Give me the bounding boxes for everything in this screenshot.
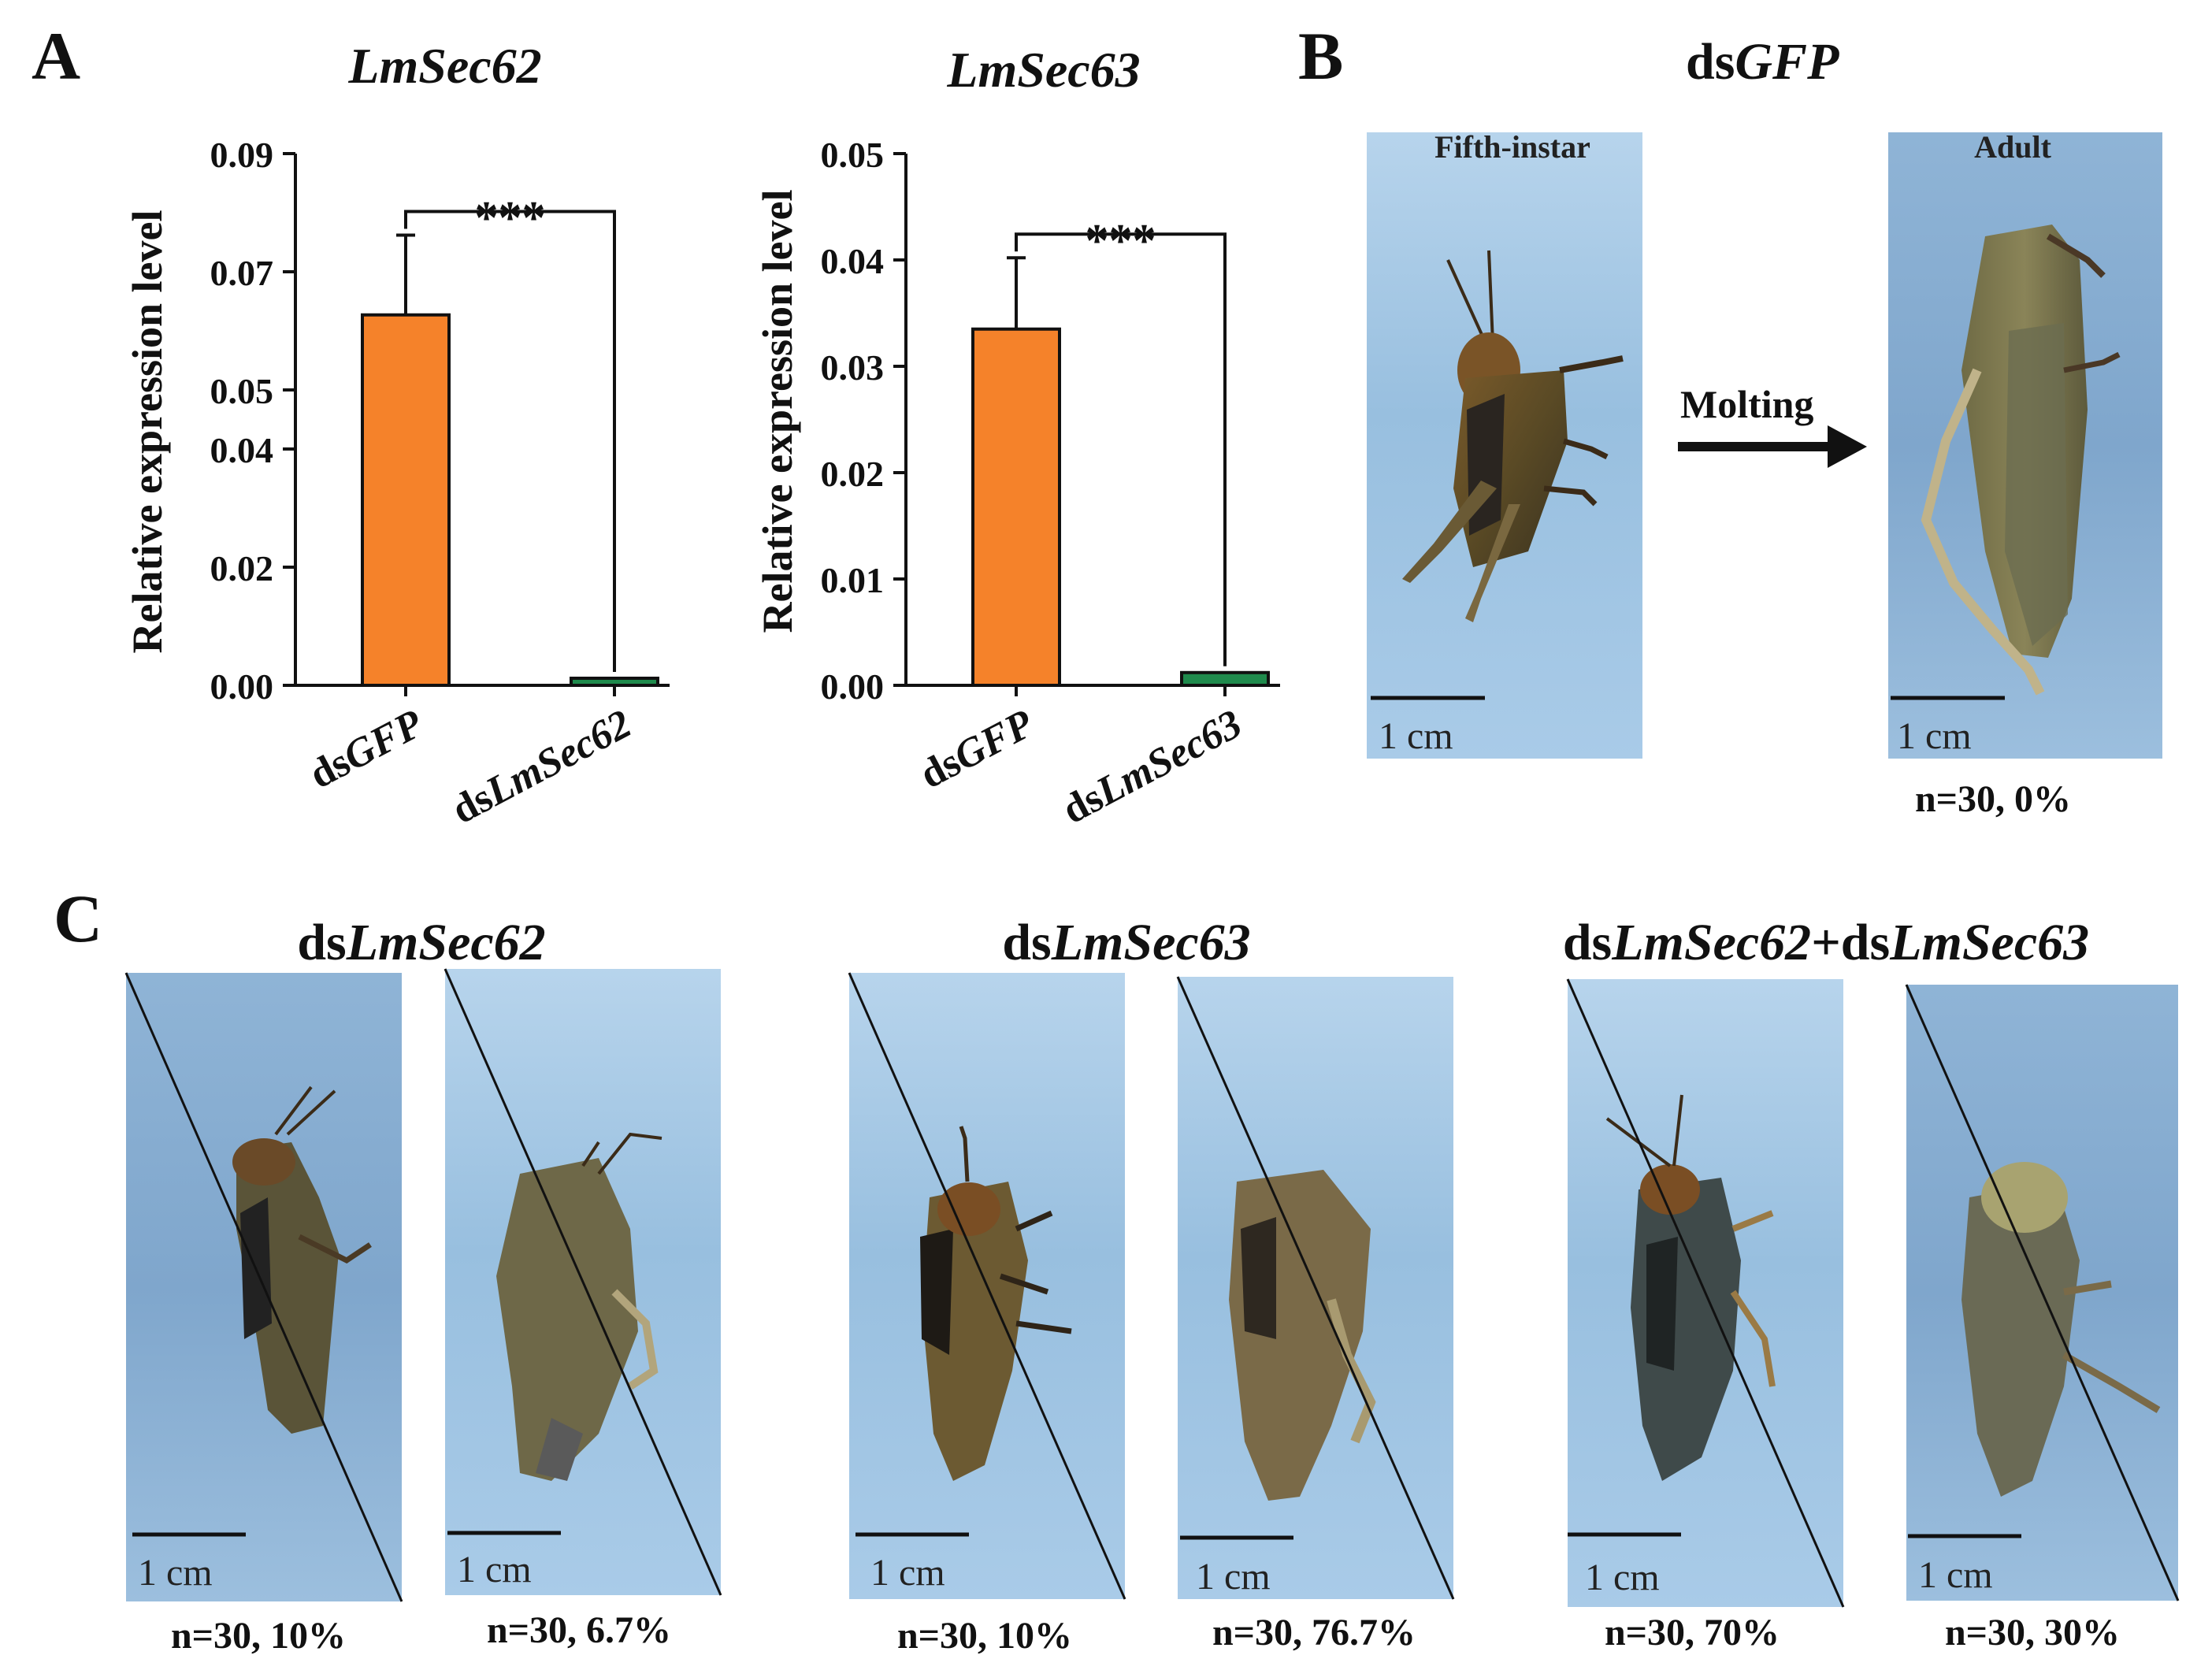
molting-arrow [1678,425,1867,468]
strike-line [1905,984,2180,1601]
title-part: ds [1002,914,1051,971]
bar [1180,670,1270,687]
scale-label: 1 cm [870,1552,945,1594]
y-tick-label: 0.04 [821,241,885,281]
y-tick-label: 0.04 [210,430,274,470]
panel-c-letter: C [54,881,102,956]
photo-c2-right: 1 cm [1176,976,1455,1600]
y-tick-label: 0.00 [821,666,885,707]
y-tick-label: 0.05 [210,371,274,411]
panel-b-caption: n=30, 0% [1915,778,2071,820]
caption: n=30, 30% [1945,1612,2120,1653]
panel-b-letter: B [1298,18,1343,94]
category-name: LmSec63 [1089,701,1249,815]
photo-c1-right: 1 cm [444,968,722,1596]
scale-label: 1 cm [1196,1556,1271,1598]
category-name: GFP [336,701,431,780]
x-tick-label: dsGFP [913,701,1041,798]
strike-line [444,968,722,1596]
title-part: LmSec63 [1889,914,2089,971]
grasshopper-adult [1921,225,2121,696]
scale-label: 1 cm [1897,715,1972,757]
caption: n=30, 6.7% [487,1609,671,1651]
x-tick-label: dsGFP [302,701,431,798]
group-title-2: dsLmSec63 [1002,914,1250,971]
photo-fifth-instar: Fifth-instar 1 cm [1367,129,1642,759]
photo-c3-left: 1 cm [1566,978,1845,1608]
photo-c1-left: 1 cm [124,972,403,1602]
bar [361,313,451,687]
chart-lmsec63: LmSec63 Relative expression level 0.00 0.… [754,42,1280,833]
photo-adult: Adult 1 cm [1888,129,2162,759]
bar [570,677,659,687]
stage-label: Fifth-instar [1434,129,1590,165]
y-tick-label: 0.02 [821,454,885,494]
y-tick-label: 0.09 [210,135,274,175]
y-axis-label: Relative expression level [754,190,801,633]
y-axis-label: Relative expression level [124,210,171,654]
chart-lmsec62: LmSec62 Relative expression level 0.00 0.… [124,38,670,833]
x-tick-label: dsLmSec63 [1056,701,1249,833]
group-title-3: dsLmSec62+dsLmSec63 [1563,914,2089,971]
title-part: ds [297,914,346,971]
significance-label: *** [1086,214,1156,266]
significance-label: *** [475,192,546,244]
scale-label: 1 cm [1585,1557,1660,1598]
y-tick-label: 0.02 [210,548,274,588]
x-tick-label: dsLmSec62 [445,701,639,833]
strike-line [124,972,403,1602]
title-part: LmSec62 [1611,914,1811,971]
scale-label: 1 cm [1379,715,1453,757]
photo-c3-right: 1 cm [1905,984,2180,1601]
chart-title: LmSec63 [946,42,1140,98]
y-tick-label: 0.00 [210,666,274,707]
caption: n=30, 10% [897,1615,1072,1657]
panel-b-title: dsGFP [1686,33,1839,91]
scale-label: 1 cm [1918,1554,1993,1596]
caption: n=30, 70% [1605,1612,1780,1653]
caption: n=30, 10% [171,1615,346,1657]
title-part: ds [1563,914,1612,971]
grasshopper-nymph [1402,250,1624,622]
strike-line [848,972,1126,1600]
photo-c2-left: 1 cm [848,972,1126,1600]
title-part: +ds [1811,914,1890,971]
category-name: GFP [947,701,1041,780]
scale-label: 1 cm [457,1549,532,1590]
significance-bracket [404,210,616,672]
chart-title: LmSec62 [347,38,541,94]
bar [971,327,1061,687]
y-tick-label: 0.01 [821,560,885,600]
category-name: LmSec62 [478,701,639,815]
strike-line [1176,976,1455,1600]
stage-label: Adult [1974,129,2051,165]
scale-label: 1 cm [138,1552,213,1594]
title-italic: GFP [1735,33,1839,91]
significance-bracket [1015,232,1227,666]
y-tick-label: 0.07 [210,253,274,293]
caption: n=30, 76.7% [1212,1612,1416,1653]
title-part: LmSec62 [346,914,546,971]
molting-label: Molting [1680,382,1813,426]
y-tick-label: 0.05 [821,135,885,175]
group-title-1: dsLmSec62 [297,914,545,971]
y-tick-label: 0.03 [821,347,885,388]
panel-a-letter: A [32,18,80,94]
title-prefix: ds [1686,33,1735,91]
strike-line [1566,978,1845,1608]
title-part: LmSec63 [1051,914,1251,971]
